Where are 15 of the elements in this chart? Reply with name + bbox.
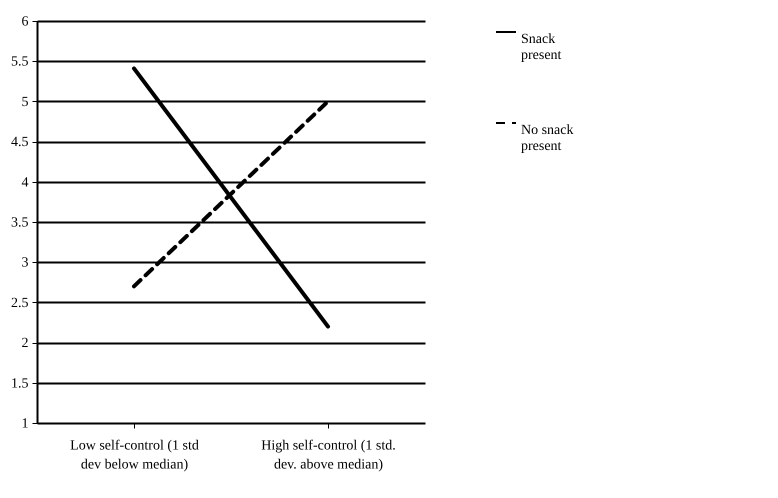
y-tick-label: 5 [22,94,28,110]
y-tick-label: 3 [22,256,28,271]
y-tick-label: 6 [22,14,28,30]
x-tick-label: Low self-control (1 std dev below median) [70,438,199,472]
x-tick-label: High self-control (1 std. dev. above median) [261,438,396,472]
legend-label: Snack present [521,32,562,63]
y-tick-label: 4.5 [11,135,28,150]
y-tick-label: 5.5 [11,54,28,70]
y-tick-label: 1.5 [11,376,28,392]
y-tick-label: 1 [22,416,28,432]
y-tick-label: 4 [22,175,28,190]
y-tick-label: 2.5 [11,296,28,311]
legend-label: No snack present [521,123,574,154]
y-tick-label: 3.5 [11,216,28,230]
y-tick-label: 2 [22,336,28,352]
